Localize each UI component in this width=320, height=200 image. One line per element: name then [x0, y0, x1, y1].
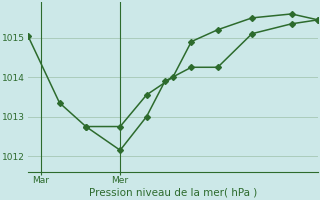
X-axis label: Pression niveau de la mer( hPa ): Pression niveau de la mer( hPa ): [89, 188, 257, 198]
